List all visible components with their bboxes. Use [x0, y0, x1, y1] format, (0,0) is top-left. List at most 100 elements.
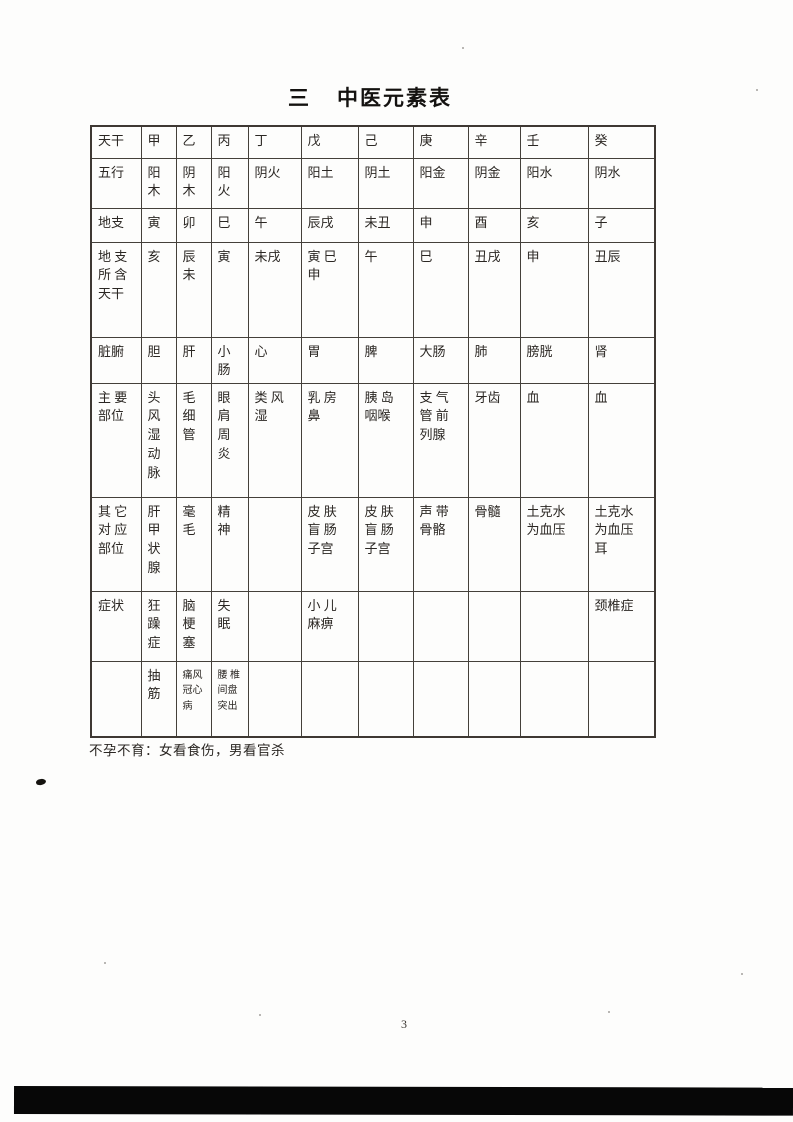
page-number: 3 [401, 1017, 407, 1031]
table-row: 天干甲乙丙丁戊己庚辛壬癸 [90, 125, 656, 159]
table-cell: 心 [247, 336, 302, 384]
table-cell: 午 [247, 207, 302, 243]
table-cell: 阳 木 [140, 157, 177, 209]
table-cell: 未戌 [247, 241, 302, 338]
table-cell: 皮 肤 盲 肠 子宫 [357, 496, 414, 592]
table-cell [412, 660, 469, 738]
scan-speck [756, 89, 758, 91]
table-cell: 脾 [357, 336, 414, 384]
table-cell [519, 590, 589, 662]
table-cell: 类 风 湿 [247, 382, 302, 498]
table-cell: 颈椎症 [587, 590, 656, 662]
table-cell: 午 [357, 241, 414, 338]
table-cell: 阳土 [300, 157, 359, 209]
table-row: 脏腑胆肝小 肠心胃脾大肠肺膀胱肾 [90, 336, 656, 384]
table-cell: 阴火 [247, 157, 302, 209]
tcm-table-body: 天干甲乙丙丁戊己庚辛壬癸五行阳 木阴 木阳 火阴火 阳土 阴土 阳金 阴金 阳水 阴水 地支寅… [90, 125, 656, 738]
table-cell [357, 590, 414, 662]
ink-blot-mark [35, 777, 47, 787]
table-cell: 阴土 [357, 157, 414, 209]
row-header-cell [90, 660, 142, 738]
table-cell: 胆 [140, 336, 177, 384]
table-cell: 丑辰 [587, 241, 656, 338]
scan-speck [741, 973, 743, 975]
row-header-cell: 五行 [90, 157, 142, 209]
table-cell: 戊 [300, 125, 359, 159]
table-cell: 阳金 [412, 157, 469, 209]
table-cell: 皮 肤 盲 肠 子宫 [300, 496, 359, 592]
table-row: 地支寅卯巳午辰戌 未丑申酉亥子 [90, 207, 656, 243]
table-cell: 小 儿 麻痹 [300, 590, 359, 662]
table-cell: 未丑 [357, 207, 414, 243]
table-cell: 丙 [210, 125, 249, 159]
table-cell: 卯 [175, 207, 212, 243]
table-cell: 己 [357, 125, 414, 159]
table-cell [247, 590, 302, 662]
table-cell [587, 660, 656, 738]
title-section-number: 三 [288, 87, 311, 110]
table-cell: 亥 [519, 207, 589, 243]
table-cell: 失 眠 [210, 590, 249, 662]
table-cell: 肝 [175, 336, 212, 384]
table-cell: 阳 火 [210, 157, 249, 209]
table-cell: 庚 [412, 125, 469, 159]
row-header-cell: 其 它 对 应 部位 [90, 496, 142, 592]
row-header-cell: 地 支 所 含 天干 [90, 241, 142, 338]
tcm-elements-table: 天干甲乙丙丁戊己庚辛壬癸五行阳 木阴 木阳 火阴火 阳土 阴土 阳金 阴金 阳水 阴水 地支寅… [90, 125, 656, 738]
table-cell [247, 660, 302, 738]
table-cell [467, 590, 521, 662]
table-cell [247, 496, 302, 592]
table-cell: 血 [587, 382, 656, 498]
table-cell: 寅 [140, 207, 177, 243]
scan-speck [104, 962, 106, 964]
table-cell: 巳 [412, 241, 469, 338]
table-row: 地 支 所 含 天干亥辰 未寅未戌寅 巳 申午巳丑戌申丑辰 [90, 241, 656, 338]
table-cell: 阴金 [467, 157, 521, 209]
bottom-scan-bar [13, 1086, 793, 1116]
table-cell: 支 气 管 前 列腺 [412, 382, 469, 498]
table-cell: 胰 岛 咽喉 [357, 382, 414, 498]
row-header-cell: 天干 [90, 125, 142, 159]
table-cell: 血 [519, 382, 589, 498]
row-header-cell: 脏腑 [90, 336, 142, 384]
table-row: 主 要 部位头 风 湿 动 脉毛 细 管眼 肩 周 炎类 风 湿乳 房 鼻胰 岛… [90, 382, 656, 498]
table-cell: 寅 巳 申 [300, 241, 359, 338]
table-cell: 头 风 湿 动 脉 [140, 382, 177, 498]
table-cell: 阳水 [519, 157, 589, 209]
table-cell: 胃 [300, 336, 359, 384]
table-cell: 亥 [140, 241, 177, 338]
table-cell: 辛 [467, 125, 521, 159]
table-cell: 土克水 为血压 耳 [587, 496, 656, 592]
table-cell: 精 神 [210, 496, 249, 592]
table-cell: 骨髓 [467, 496, 521, 592]
table-cell: 子 [587, 207, 656, 243]
table-cell: 小 肠 [210, 336, 249, 384]
table-cell: 牙齿 [467, 382, 521, 498]
row-header-cell: 症状 [90, 590, 142, 662]
table-cell: 阴 木 [175, 157, 212, 209]
table-cell [412, 590, 469, 662]
table-cell: 大肠 [412, 336, 469, 384]
table-cell: 酉 [467, 207, 521, 243]
table-cell: 甲 [140, 125, 177, 159]
table-cell: 毛 细 管 [175, 382, 212, 498]
table-row: 其 它 对 应 部位肝 甲 状 腺毫 毛精 神 皮 肤 盲 肠 子宫皮 肤 盲 肠… [90, 496, 656, 592]
table-cell: 肾 [587, 336, 656, 384]
table-cell [467, 660, 521, 738]
table-cell: 癸 [587, 125, 656, 159]
scan-speck [608, 1011, 610, 1013]
table-cell: 痛风 冠心 病 [175, 660, 212, 738]
footer-note: 不孕不育：女看食伤，男看官杀 [89, 743, 285, 758]
table-cell: 抽 筋 [140, 660, 177, 738]
table-cell [519, 660, 589, 738]
table-cell: 申 [412, 207, 469, 243]
table-row: 症状狂 躁 症脑 梗 塞失 眠 小 儿 麻痹 颈椎症 [90, 590, 656, 662]
page-title: 三 中医元素表 [0, 82, 740, 112]
table-cell: 眼 肩 周 炎 [210, 382, 249, 498]
row-header-cell: 主 要 部位 [90, 382, 142, 498]
table-cell [357, 660, 414, 738]
table-cell: 毫 毛 [175, 496, 212, 592]
title-text: 中医元素表 [337, 87, 452, 110]
table-cell: 脑 梗 塞 [175, 590, 212, 662]
